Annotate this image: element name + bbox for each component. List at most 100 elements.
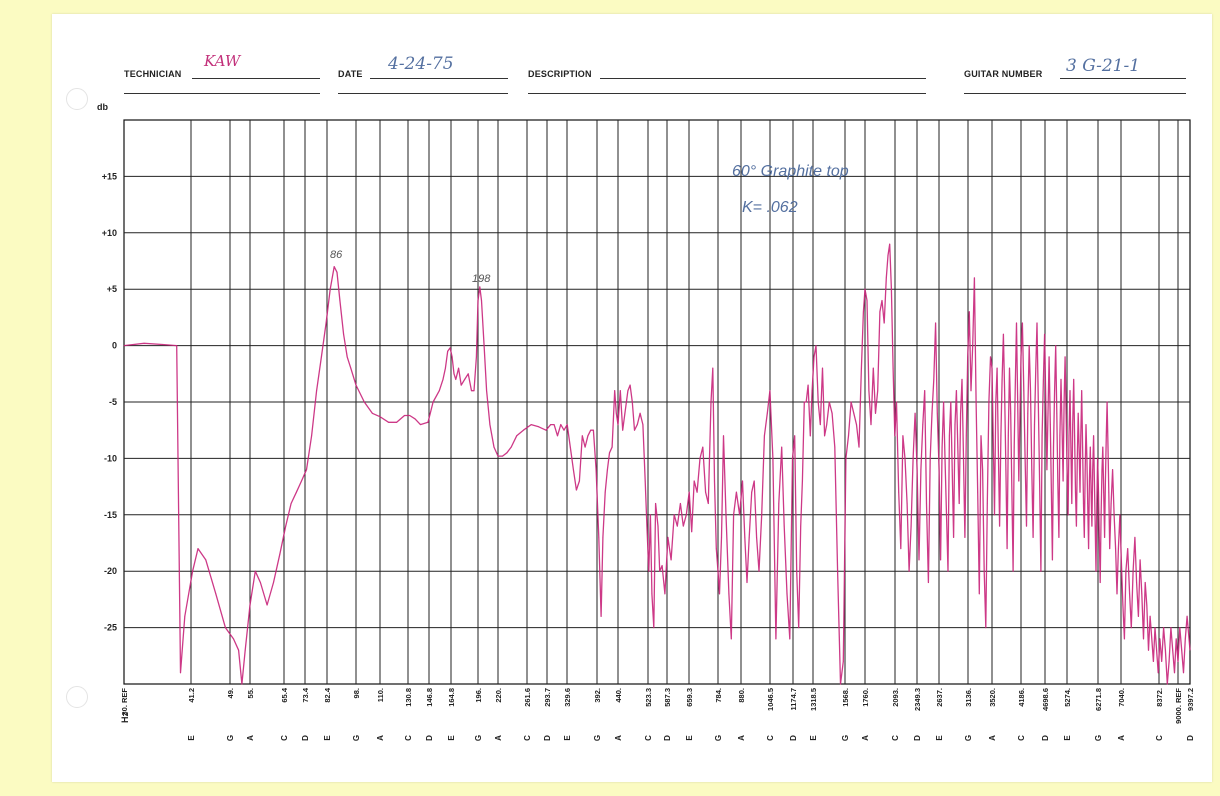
data-point [442, 379, 444, 380]
data-point [783, 525, 785, 527]
x-tick-note-label: C [766, 735, 775, 741]
x-tick-note-label: E [685, 735, 694, 741]
data-point [629, 384, 631, 386]
x-tick-freq-label: 2349.3 [913, 688, 922, 711]
data-point [414, 418, 416, 420]
data-point [819, 424, 821, 425]
data-point [225, 627, 226, 628]
x-tick-freq-label: 220. [494, 688, 503, 703]
data-point [530, 424, 532, 425]
data-point [956, 390, 957, 392]
x-tick-freq-label: 1174.7 [789, 688, 798, 711]
data-point [1101, 469, 1103, 471]
data-point [965, 435, 967, 437]
data-point [850, 401, 852, 403]
data-point [600, 615, 602, 617]
x-tick-note-label: C [404, 735, 413, 741]
x-tick-note-label: C [1017, 735, 1026, 741]
data-point [388, 421, 389, 423]
data-point [756, 537, 757, 538]
x-tick-note-label: E [323, 735, 332, 741]
data-point [321, 356, 322, 358]
data-point [908, 570, 910, 572]
data-point [680, 503, 681, 504]
x-tick-freq-label: 880. [737, 688, 746, 703]
technician-signature: KAW [204, 52, 241, 70]
x-tick-freq-label: 30. REF [120, 688, 129, 716]
data-point [723, 435, 724, 437]
data-point [409, 415, 411, 416]
data-point [1009, 367, 1010, 369]
data-point [622, 429, 624, 431]
data-point [916, 469, 918, 471]
x-tick-freq-label: 110. [376, 688, 385, 702]
data-point [1161, 661, 1163, 662]
data-point [1175, 638, 1177, 640]
data-point [1017, 401, 1019, 403]
data-point [1041, 435, 1043, 437]
data-point [1007, 435, 1009, 437]
x-tick-freq-label: 9000. REF [1174, 688, 1183, 724]
data-point [1027, 412, 1029, 414]
data-point [1034, 424, 1035, 425]
data-point [1054, 390, 1055, 392]
data-point [710, 401, 712, 403]
data-point [350, 367, 352, 369]
data-point [664, 593, 666, 595]
data-point [853, 412, 855, 414]
data-point [538, 426, 540, 428]
data-point [1059, 435, 1061, 437]
x-tick-note-label: E [563, 735, 572, 741]
data-point [781, 446, 783, 448]
x-tick-note-label: C [891, 735, 900, 741]
data-point [815, 345, 817, 346]
data-point [471, 390, 472, 392]
data-point [1058, 537, 1060, 538]
y-tick-label: -5 [109, 397, 117, 407]
data-point [523, 429, 524, 431]
data-point [778, 503, 780, 504]
data-point [162, 344, 163, 345]
data-point [609, 452, 610, 454]
data-point [721, 537, 722, 538]
y-axis-ticks: +15 +10 +5 0 -5 -10 -15 -20 -25 [102, 171, 117, 632]
data-point [1026, 525, 1027, 527]
data-point [590, 429, 592, 431]
data-point [707, 503, 709, 504]
data-point [460, 384, 462, 386]
data-point [192, 570, 194, 572]
data-point [627, 390, 629, 392]
data-point [489, 424, 491, 425]
x-tick-note-label: A [861, 735, 870, 741]
data-point [1183, 672, 1184, 674]
data-point [1154, 627, 1156, 628]
data-point [1076, 525, 1077, 527]
data-point [728, 593, 730, 595]
data-point [325, 322, 327, 324]
y-tick-label: 0 [112, 341, 117, 351]
date-line [370, 78, 508, 79]
data-point [233, 638, 234, 640]
data-point [1028, 345, 1030, 346]
x-tick-freq-label: 196. [474, 688, 483, 703]
data-point [1045, 401, 1047, 403]
data-point [1105, 435, 1107, 437]
y-tick-label: -20 [104, 566, 117, 576]
x-tick-freq-label: 1760. [861, 688, 870, 707]
data-point [996, 367, 998, 369]
data-point [1055, 345, 1057, 346]
x-axis-label: Hz [120, 712, 130, 723]
guitar-number-line [1060, 78, 1186, 79]
x-tick-note-label: G [352, 735, 361, 741]
data-point [659, 570, 661, 572]
x-tick-freq-label: 587.3 [663, 688, 672, 707]
data-point [301, 480, 302, 482]
x-tick-freq-label: 65.4 [280, 687, 289, 702]
data-point [566, 424, 568, 425]
x-tick-freq-label: 98. [352, 688, 361, 698]
data-point [786, 593, 788, 595]
punch-hole [66, 686, 88, 708]
data-point [1087, 503, 1089, 504]
data-point [712, 367, 714, 369]
x-tick-note-label: G [1094, 735, 1103, 741]
